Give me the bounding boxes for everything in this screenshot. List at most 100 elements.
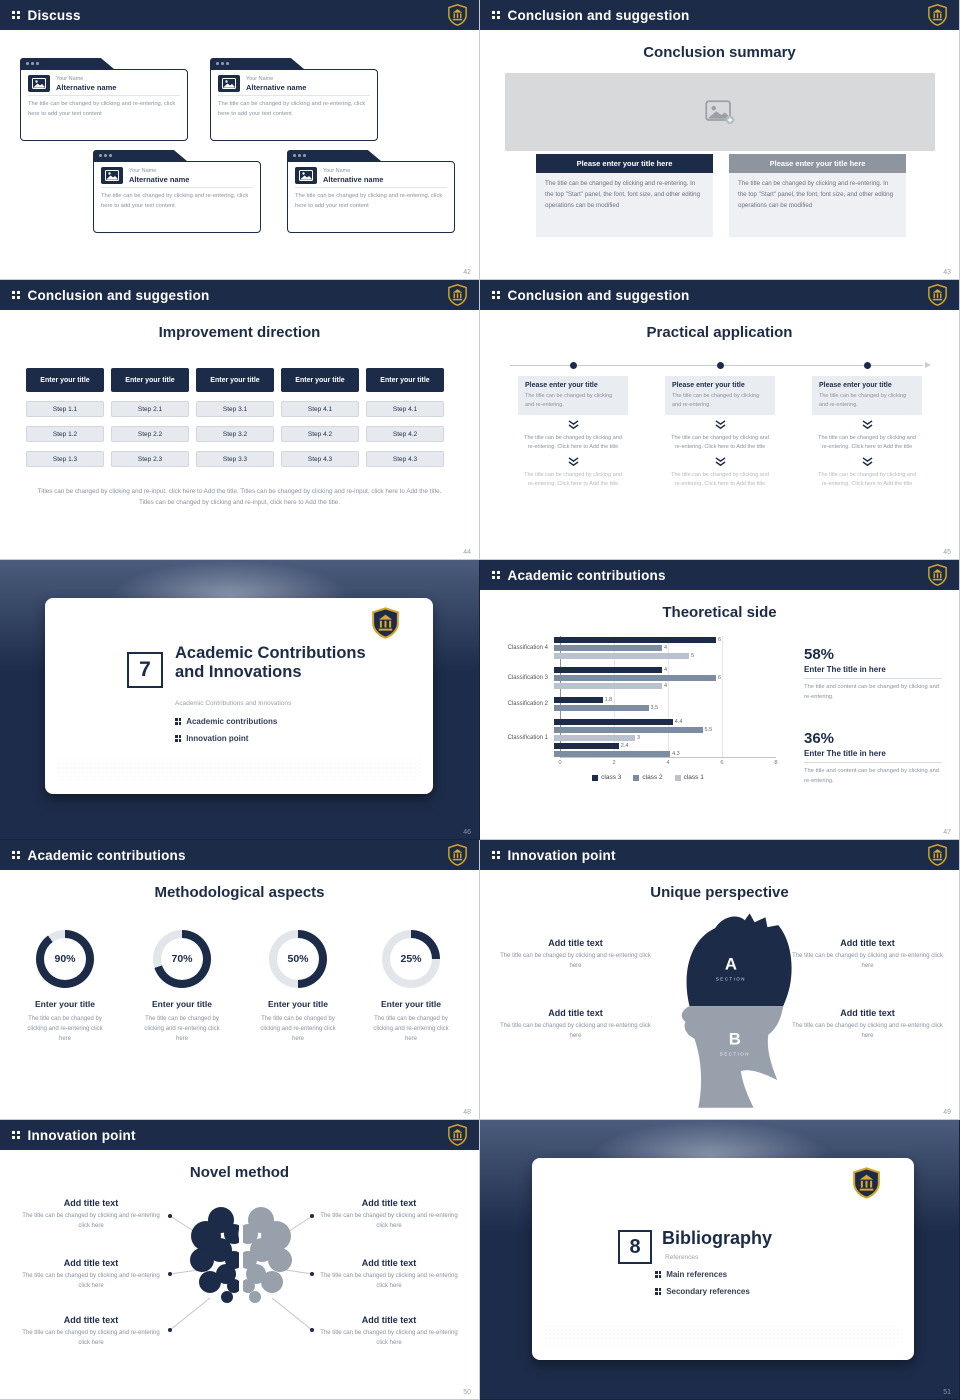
text-block[interactable]: Add title text The title can be changed … [790, 938, 945, 972]
card-body-text[interactable]: The title can be changed by clicking and… [28, 101, 176, 117]
column-title-button[interactable]: Enter your title [196, 368, 274, 392]
discuss-card[interactable]: Your Name Alternative name The title can… [20, 58, 188, 142]
slide-49-unique-perspective[interactable]: Innovation point Unique perspective A SE… [480, 840, 960, 1120]
card-alt-name[interactable]: Alternative name [246, 82, 307, 92]
slide-title[interactable]: Theoretical side [662, 604, 777, 621]
card-body-text[interactable]: The title can be changed by clicking and… [295, 193, 443, 209]
body-text-right[interactable]: The title can be changed by clicking and… [729, 173, 906, 237]
connector-dots [168, 1214, 314, 1332]
donut-stat-item[interactable]: 50% Enter your title The title can be ch… [242, 930, 354, 1045]
chart-bar-value: 3.5 [650, 705, 659, 711]
discuss-card[interactable]: Your Name Alternative name The title can… [210, 58, 378, 142]
column-title-button[interactable]: Enter your title [111, 368, 189, 392]
step-button[interactable]: Step 4.3 [366, 451, 444, 467]
text-block[interactable]: Add title text The title can be changed … [314, 1258, 464, 1292]
section-title[interactable]: Bibliography [662, 1228, 773, 1248]
text-block[interactable]: Add title text The title can be changed … [498, 938, 653, 972]
toc-item[interactable]: Secondary references [655, 1287, 750, 1296]
slide-48-methodological-aspects[interactable]: Academic contributions Methodological as… [0, 840, 480, 1120]
step-text-light[interactable]: The title can be changed by clicking and… [671, 472, 769, 488]
section-title[interactable]: Academic Contributions and Innovations [175, 644, 366, 682]
step-button[interactable]: Step 4.1 [281, 401, 359, 417]
title-box[interactable]: Please enter your title The title can be… [518, 376, 628, 416]
step-text-light[interactable]: The title can be changed by clicking and… [524, 472, 622, 488]
step-button[interactable]: Step 3.3 [196, 451, 274, 467]
text-block[interactable]: Add title text The title can be changed … [790, 1008, 945, 1042]
slide-45-practical-application[interactable]: Conclusion and suggestion Practical appl… [480, 280, 960, 560]
step-text[interactable]: The title can be changed by clicking and… [671, 435, 769, 451]
text-block[interactable]: Add title text The title can be changed … [314, 1198, 464, 1232]
step-button[interactable]: Step 2.3 [111, 451, 189, 467]
slide-title[interactable]: Improvement direction [158, 324, 321, 341]
toc-item[interactable]: Academic contributions [175, 717, 277, 726]
stat-block[interactable]: 36% Enter The title in here The title an… [804, 730, 942, 787]
step-button[interactable]: Step 4.2 [281, 426, 359, 442]
footer-note[interactable]: Titles can be changed by clicking and re… [37, 488, 442, 507]
step-button[interactable]: Step 2.2 [111, 426, 189, 442]
donut-stat-item[interactable]: 25% Enter your title The title can be ch… [355, 930, 467, 1045]
step-button[interactable]: Step 1.2 [26, 426, 104, 442]
step-button[interactable]: Step 3.1 [196, 401, 274, 417]
step-button[interactable]: Step 2.1 [111, 401, 189, 417]
slide-43-conclusion-summary[interactable]: Conclusion and suggestion Conclusion sum… [480, 0, 960, 280]
donut-stat-item[interactable]: 70% Enter your title The title can be ch… [126, 930, 238, 1045]
slide-50-novel-method[interactable]: Innovation point Novel method [0, 1120, 480, 1400]
text-block[interactable]: Add title text The title can be changed … [314, 1315, 464, 1349]
step-button[interactable]: Step 4.2 [366, 426, 444, 442]
head-section-b-shape [681, 1006, 784, 1108]
section-number[interactable]: 7 [127, 652, 163, 688]
step-text[interactable]: The title can be changed by clicking and… [818, 435, 916, 451]
step-button[interactable]: Step 1.3 [26, 451, 104, 467]
title-box[interactable]: Please enter your title The title can be… [812, 376, 922, 416]
slide-title[interactable]: Conclusion summary [643, 44, 796, 61]
column-title-button[interactable]: Enter your title [26, 368, 104, 392]
step-button[interactable]: Step 4.1 [366, 401, 444, 417]
card-alt-name[interactable]: Alternative name [56, 82, 117, 92]
step-button[interactable]: Step 3.2 [196, 426, 274, 442]
university-shield-logo [372, 607, 399, 639]
slide-title[interactable]: Unique perspective [650, 884, 789, 901]
double-chevron-down-icon [714, 420, 726, 429]
text-block[interactable]: Add title text The title can be changed … [16, 1198, 166, 1232]
card-body-text[interactable]: The title can be changed by clicking and… [101, 193, 249, 209]
card-alt-name[interactable]: Alternative name [323, 174, 384, 184]
stat-block[interactable]: 58% Enter The title in here The title an… [804, 646, 942, 703]
title-button-right[interactable]: Please enter your title here [729, 154, 906, 173]
step-button[interactable]: Step 1.1 [26, 401, 104, 417]
timeline-dot [864, 362, 871, 369]
body-text-left[interactable]: The title can be changed by clicking and… [536, 173, 713, 237]
discuss-card[interactable]: Your Name Alternative name The title can… [287, 150, 455, 234]
text-block[interactable]: Add title text The title can be changed … [16, 1315, 166, 1349]
step-text-light[interactable]: The title can be changed by clicking and… [818, 472, 916, 488]
header-title: Academic contributions [507, 567, 666, 583]
timeline-arrow-icon [925, 362, 931, 368]
slide-42-discuss[interactable]: Discuss Your Name Alternative name The t… [0, 0, 480, 280]
slide-title[interactable]: Novel method [189, 1164, 290, 1181]
card-alt-name[interactable]: Alternative name [129, 174, 190, 184]
column-title-button[interactable]: Enter your title [281, 368, 359, 392]
slide-46-section-cover[interactable]: 7 Academic Contributions and Innovations… [0, 560, 480, 840]
step-button[interactable]: Step 4.3 [281, 451, 359, 467]
section-number[interactable]: 8 [618, 1230, 652, 1264]
toc-item[interactable]: Innovation point [175, 734, 277, 743]
discuss-card[interactable]: Your Name Alternative name The title can… [93, 150, 261, 234]
donut-stat-item[interactable]: 90% Enter your title The title can be ch… [9, 930, 121, 1045]
step-text[interactable]: The title can be changed by clicking and… [524, 435, 622, 451]
slide-title[interactable]: Methodological aspects [154, 884, 325, 901]
donut-title: Enter your title [381, 999, 441, 1009]
text-block[interactable]: Add title text The title can be changed … [16, 1258, 166, 1292]
text-block[interactable]: Add title text The title can be changed … [498, 1008, 653, 1042]
cover-card: 8 Bibliography References Main reference… [532, 1158, 914, 1360]
slide-44-improvement-direction[interactable]: Conclusion and suggestion Improvement di… [0, 280, 480, 560]
toc-item[interactable]: Main references [655, 1270, 750, 1279]
title-box[interactable]: Please enter your title The title can be… [665, 376, 775, 416]
donut-title: Enter your title [268, 999, 328, 1009]
slide-51-bibliography-cover[interactable]: 8 Bibliography References Main reference… [480, 1120, 960, 1400]
slide-47-theoretical-side[interactable]: Academic contributions Theoretical side … [480, 560, 960, 840]
chart-category-label: Classification 1 [507, 735, 548, 741]
title-button-left[interactable]: Please enter your title here [536, 154, 713, 173]
column-title-button[interactable]: Enter your title [366, 368, 444, 392]
card-body-text[interactable]: The title can be changed by clicking and… [218, 101, 366, 117]
slide-title[interactable]: Practical application [646, 324, 793, 341]
image-placeholder[interactable] [505, 73, 935, 151]
